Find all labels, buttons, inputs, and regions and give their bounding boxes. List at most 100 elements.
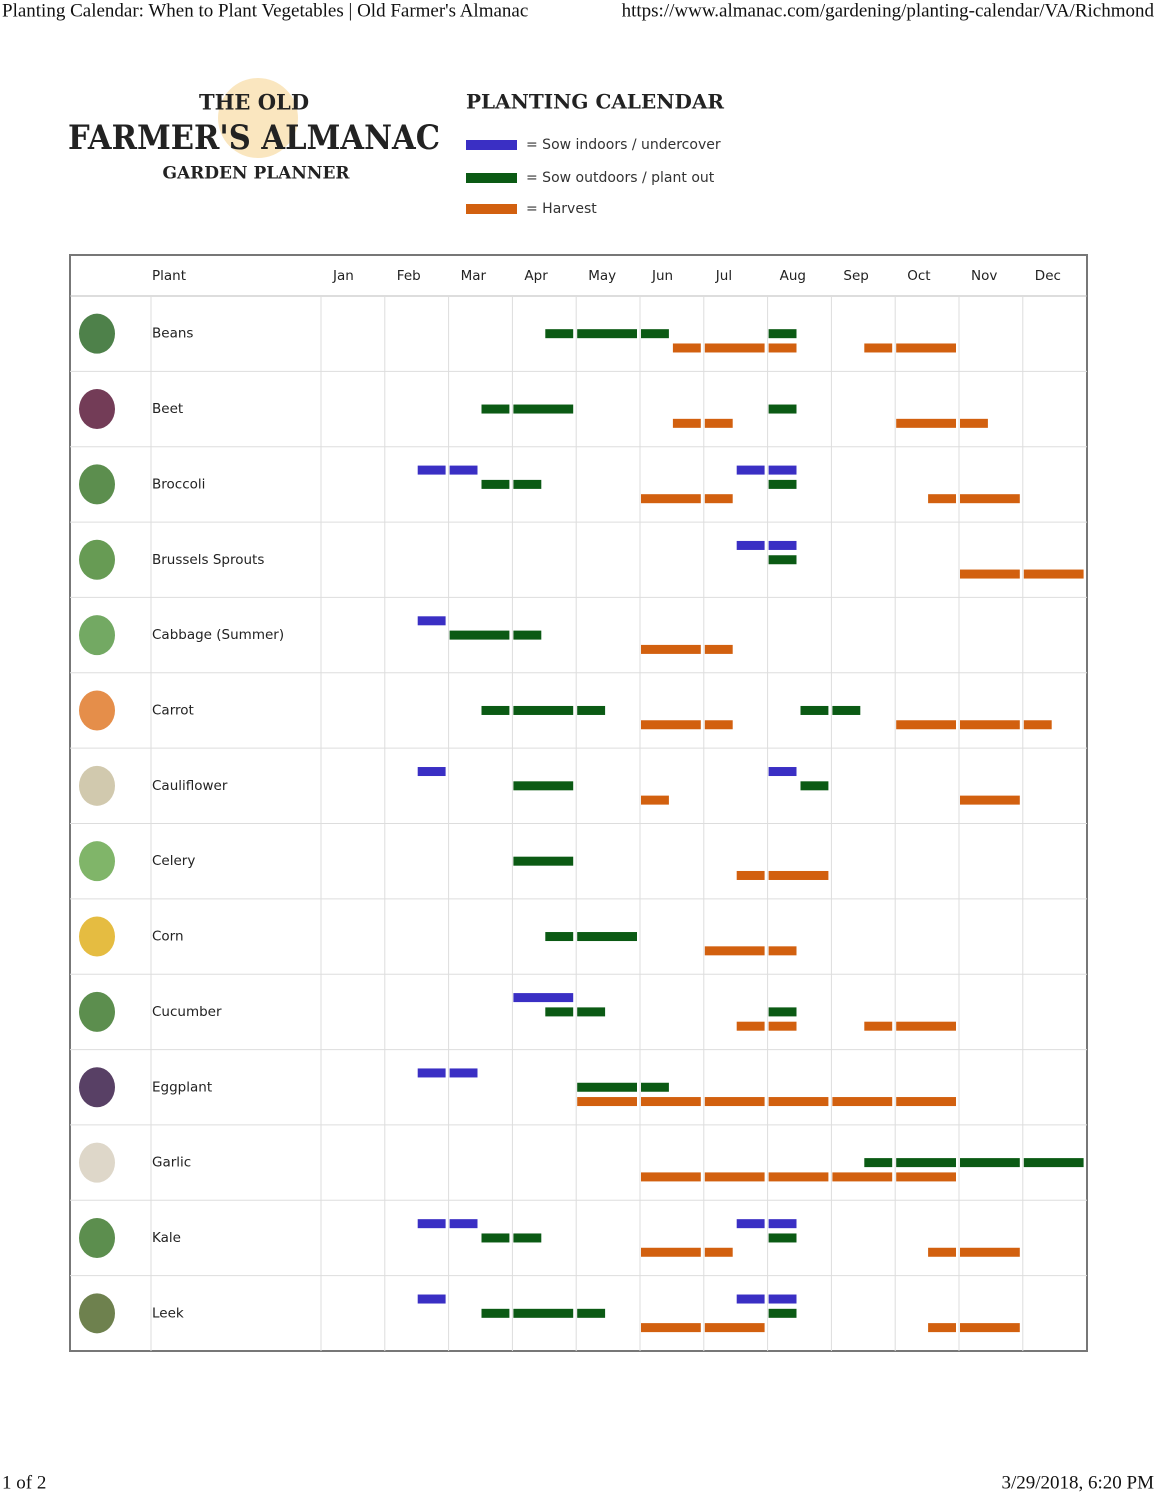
period-bar bbox=[417, 767, 446, 777]
table-border bbox=[69, 254, 1088, 1352]
period-bar bbox=[1023, 720, 1052, 730]
plant-icon bbox=[79, 841, 115, 882]
period-bar bbox=[960, 795, 1020, 805]
period-bar bbox=[768, 1172, 829, 1182]
plant-name: Beet bbox=[152, 401, 183, 417]
period-bar bbox=[481, 479, 510, 489]
period-bar bbox=[513, 993, 574, 1003]
period-bar bbox=[577, 1082, 637, 1092]
legend: = Sow indoors / undercover = Sow outdoors… bbox=[466, 137, 721, 217]
period-bar bbox=[736, 540, 765, 550]
plant-icon bbox=[79, 539, 115, 580]
period-bar bbox=[896, 1021, 956, 1031]
period-bar bbox=[896, 1172, 956, 1182]
logo-sun bbox=[218, 78, 298, 158]
period-bar bbox=[672, 418, 701, 428]
period-bar bbox=[768, 870, 829, 880]
plant-icon bbox=[79, 389, 115, 430]
period-bar bbox=[704, 644, 733, 654]
logo-line: THE OLD bbox=[199, 90, 309, 115]
page-title: Planting Calendar: When to Plant Vegetab… bbox=[2, 0, 528, 21]
period-bar bbox=[960, 569, 1020, 579]
period-bar bbox=[417, 1068, 446, 1078]
period-bar bbox=[481, 1308, 510, 1318]
period-bar bbox=[736, 1219, 765, 1229]
column-header: May bbox=[588, 268, 616, 284]
period-bar bbox=[768, 404, 797, 414]
plant-name: Garlic bbox=[152, 1155, 191, 1171]
period-bar bbox=[960, 720, 1020, 730]
period-bar bbox=[704, 1172, 765, 1182]
period-bar bbox=[800, 781, 829, 791]
period-bar bbox=[449, 630, 510, 640]
period-bar bbox=[768, 1097, 829, 1107]
plant-name: Beans bbox=[152, 326, 193, 342]
legend-swatch bbox=[466, 173, 517, 183]
plant-icon bbox=[79, 464, 115, 505]
period-bar bbox=[641, 1247, 701, 1257]
period-bar bbox=[481, 705, 510, 715]
period-bar bbox=[832, 1097, 893, 1107]
column-header: Dec bbox=[1035, 268, 1061, 284]
plant-name: Cabbage (Summer) bbox=[152, 627, 284, 643]
column-header: Aug bbox=[780, 268, 806, 284]
page-url: https://www.almanac.com/gardening/planti… bbox=[622, 0, 1155, 21]
period-bar bbox=[577, 1097, 637, 1107]
period-bar bbox=[768, 1294, 797, 1304]
period-bar bbox=[768, 1308, 797, 1318]
column-header: Nov bbox=[971, 268, 997, 284]
period-bar bbox=[641, 644, 701, 654]
period-bar bbox=[513, 630, 542, 640]
period-bar bbox=[928, 494, 956, 504]
legend-label: = Sow outdoors / plant out bbox=[526, 170, 715, 186]
column-header: Oct bbox=[907, 268, 930, 284]
period-bar bbox=[641, 795, 669, 805]
plant-icon bbox=[79, 991, 115, 1032]
period-bar bbox=[864, 1021, 893, 1031]
period-bar bbox=[768, 343, 797, 353]
column-header: Feb bbox=[397, 268, 421, 284]
period-bar bbox=[1023, 1158, 1084, 1168]
period-bar bbox=[768, 465, 797, 475]
logo-line: GARDEN PLANNER bbox=[162, 164, 350, 184]
plant-icon bbox=[79, 615, 115, 656]
period-bar bbox=[704, 343, 765, 353]
period-bar bbox=[417, 616, 446, 626]
column-header: Jun bbox=[651, 268, 673, 284]
period-bar bbox=[545, 932, 574, 942]
timestamp: 3/29/2018, 6:20 PM bbox=[1001, 1472, 1154, 1493]
period-bar bbox=[641, 329, 669, 339]
period-bar bbox=[960, 1323, 1020, 1333]
plant-name: Carrot bbox=[152, 702, 194, 718]
period-bar bbox=[672, 343, 701, 353]
period-bar bbox=[768, 555, 797, 565]
plant-name: Cauliflower bbox=[152, 778, 228, 794]
plant-name: Cucumber bbox=[152, 1004, 222, 1020]
column-header: Apr bbox=[524, 268, 548, 284]
period-bar bbox=[704, 946, 765, 956]
period-bar bbox=[577, 705, 606, 715]
period-bar bbox=[768, 1219, 797, 1229]
period-bar bbox=[641, 720, 701, 730]
plant-name: Kale bbox=[152, 1230, 181, 1246]
plant-icon bbox=[79, 916, 115, 957]
calendar-table: Plant Jan Feb Mar Apr May Jun Jul Aug Sep Oct Nov De… bbox=[70, 268, 1087, 1351]
plant-name: Eggplant bbox=[152, 1079, 212, 1095]
plant-icon bbox=[79, 313, 115, 354]
period-bar bbox=[832, 705, 861, 715]
plant-icon bbox=[79, 690, 115, 731]
plant-name: Corn bbox=[152, 929, 184, 945]
period-bar bbox=[768, 767, 797, 777]
period-bar bbox=[481, 404, 510, 414]
logo-line: FARMER'S ALMANAC bbox=[68, 118, 440, 158]
column-header: Plant bbox=[152, 268, 186, 284]
period-bar bbox=[864, 343, 893, 353]
period-bar bbox=[768, 329, 797, 339]
plant-name: Celery bbox=[152, 853, 195, 869]
period-bar bbox=[896, 1158, 956, 1168]
legend-label: = Harvest bbox=[526, 201, 597, 217]
period-bar bbox=[577, 1007, 606, 1017]
legend-title: PLANTING CALENDAR bbox=[466, 90, 724, 114]
